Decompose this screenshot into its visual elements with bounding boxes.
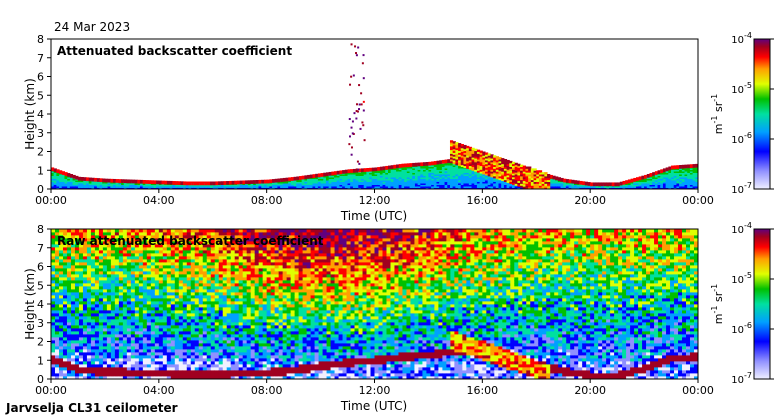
y-tick-label: 6	[37, 261, 44, 274]
instrument-footer: Jarvselja CL31 ceilometer	[6, 401, 178, 415]
panel-2: 00:00 04:00 08:00 12:00 16:00 20:00 00:0001234…	[23, 223, 714, 413]
x-tick-label: 04:00	[143, 384, 175, 397]
y-tick-label: 5	[37, 89, 44, 102]
panel-1-plot-area	[51, 39, 698, 189]
y-tick-label: 6	[37, 71, 44, 84]
y-tick-label: 4	[37, 108, 44, 121]
date-label: 24 Mar 2023	[54, 20, 131, 34]
y-tick-label: 3	[37, 317, 44, 330]
x-tick-label: 16:00	[466, 384, 498, 397]
y-tick-label: 2	[37, 336, 44, 349]
colorbar-tick-label: 10-5	[731, 271, 752, 286]
y-tick-label: 7	[37, 242, 44, 255]
panel-1: 00:00 04:00 08:00 12:00 16:00 20:00 00:0001234…	[23, 33, 714, 223]
panel-1-ylabel: Height (km)	[23, 78, 37, 149]
y-tick-label: 0	[37, 373, 44, 386]
panel-2-xlabel: Time (UTC)	[340, 399, 407, 413]
x-tick-label: 00:00	[35, 194, 67, 207]
panel-2-ylabel: Height (km)	[23, 268, 37, 339]
colorbar-2-gradient	[753, 228, 771, 380]
colorbar-2: 10-7 10-6 10-5 10-4 m-1 sr-1	[710, 221, 774, 386]
y-tick-label: 8	[37, 223, 44, 236]
y-tick-label: 1	[37, 164, 44, 177]
x-tick-label: 00:00	[682, 384, 714, 397]
x-tick-label: 12:00	[359, 194, 391, 207]
y-tick-label: 8	[37, 33, 44, 46]
colorbar-tick-label: 10-4	[731, 221, 752, 236]
y-tick-label: 1	[37, 354, 44, 367]
y-tick-label: 5	[37, 279, 44, 292]
panel-2-title: Raw attenuated backscatter coefficient	[57, 234, 324, 248]
x-tick-label: 08:00	[251, 194, 283, 207]
colorbar-tick-label: 10-7	[731, 181, 752, 196]
x-tick-label: 08:00	[251, 384, 283, 397]
colorbar-1: 10-7 10-6 10-5 10-4 m-1 sr-1	[710, 31, 774, 196]
y-tick-label: 0	[37, 183, 44, 196]
x-tick-label: 20:00	[574, 194, 606, 207]
colorbar-tick-label: 10-6	[731, 131, 752, 146]
y-tick-label: 4	[37, 298, 44, 311]
x-tick-label: 00:00	[35, 384, 67, 397]
x-tick-label: 20:00	[574, 384, 606, 397]
colorbar-2-unit: m-1 sr-1	[710, 284, 725, 324]
colorbar-tick-label: 10-4	[731, 31, 752, 46]
colorbar-1-gradient	[753, 38, 771, 190]
colorbar-1-unit: m-1 sr-1	[710, 94, 725, 134]
colorbar-tick-label: 10-7	[731, 371, 752, 386]
panel-1-title: Attenuated backscatter coefficient	[57, 44, 292, 58]
x-tick-label: 04:00	[143, 194, 175, 207]
colorbar-tick-label: 10-6	[731, 321, 752, 336]
y-tick-label: 2	[37, 146, 44, 159]
y-tick-label: 3	[37, 127, 44, 140]
x-tick-label: 12:00	[359, 384, 391, 397]
colorbar-tick-label: 10-5	[731, 81, 752, 96]
x-tick-label: 00:00	[682, 194, 714, 207]
panel-1-heatmap-cells	[51, 43, 698, 189]
panel-2-heatmap-cells	[51, 229, 698, 379]
y-tick-label: 7	[37, 52, 44, 65]
panel-1-xlabel: Time (UTC)	[340, 209, 407, 223]
x-tick-label: 16:00	[466, 194, 498, 207]
